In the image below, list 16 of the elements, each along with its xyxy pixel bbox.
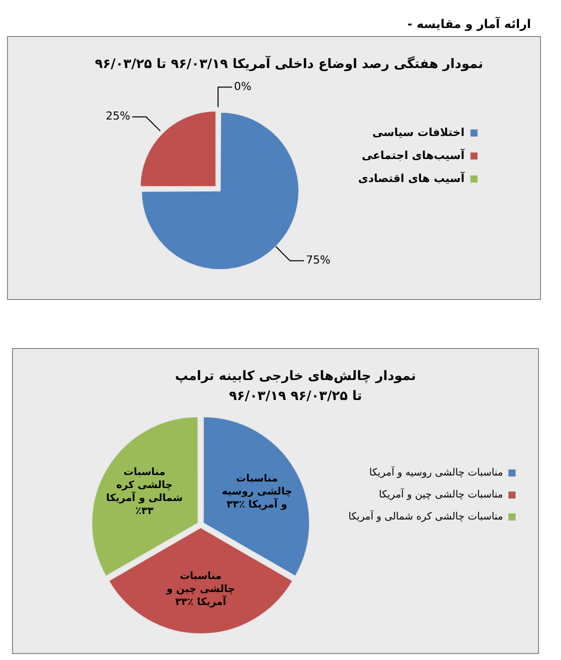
legend-label: مناسبات چالشی کره شمالی و آمریکا [348, 510, 503, 523]
data-label: مناسبات چالشی کره شمالی و آمریکا ٪۳۳ [106, 467, 183, 518]
data-label: 25% [106, 110, 130, 123]
legend-label: مناسبات چالشی چین و آمریکا [378, 488, 503, 501]
legend-label: آسیب‌های اجتماعی [362, 148, 465, 162]
legend-label: مناسبات چالشی روسیه و آمریکا [369, 466, 503, 479]
text: 0% [234, 80, 252, 93]
chart-title: نمودار چالش‌های خارجی کابینه ترامپ [174, 369, 416, 384]
text: - ارائه آمار و مقایسه [406, 16, 532, 33]
data-label: 75% [306, 254, 330, 267]
legend-label: آسیب های اقتصادی [358, 170, 465, 185]
data-label: مناسبات چالشی چین و آمریکا ٪۳۳ [165, 571, 235, 608]
data-label: مناسبات چالشی روسیه و آمریکا ٪۳۳ [222, 474, 292, 511]
chart-subtitle: ۹۶/۰۳/۱۹ تا ۹۶/۰۳/۲۵ [228, 388, 362, 404]
legend-label: اختلافات سیاسی [372, 126, 464, 139]
chart-title: نمودار هفتگی رصد اوضاع داخلی آمریکا ۹۶/۰۳/۱۹ تا ۹۶/۰۳/۲۵ [94, 55, 484, 72]
